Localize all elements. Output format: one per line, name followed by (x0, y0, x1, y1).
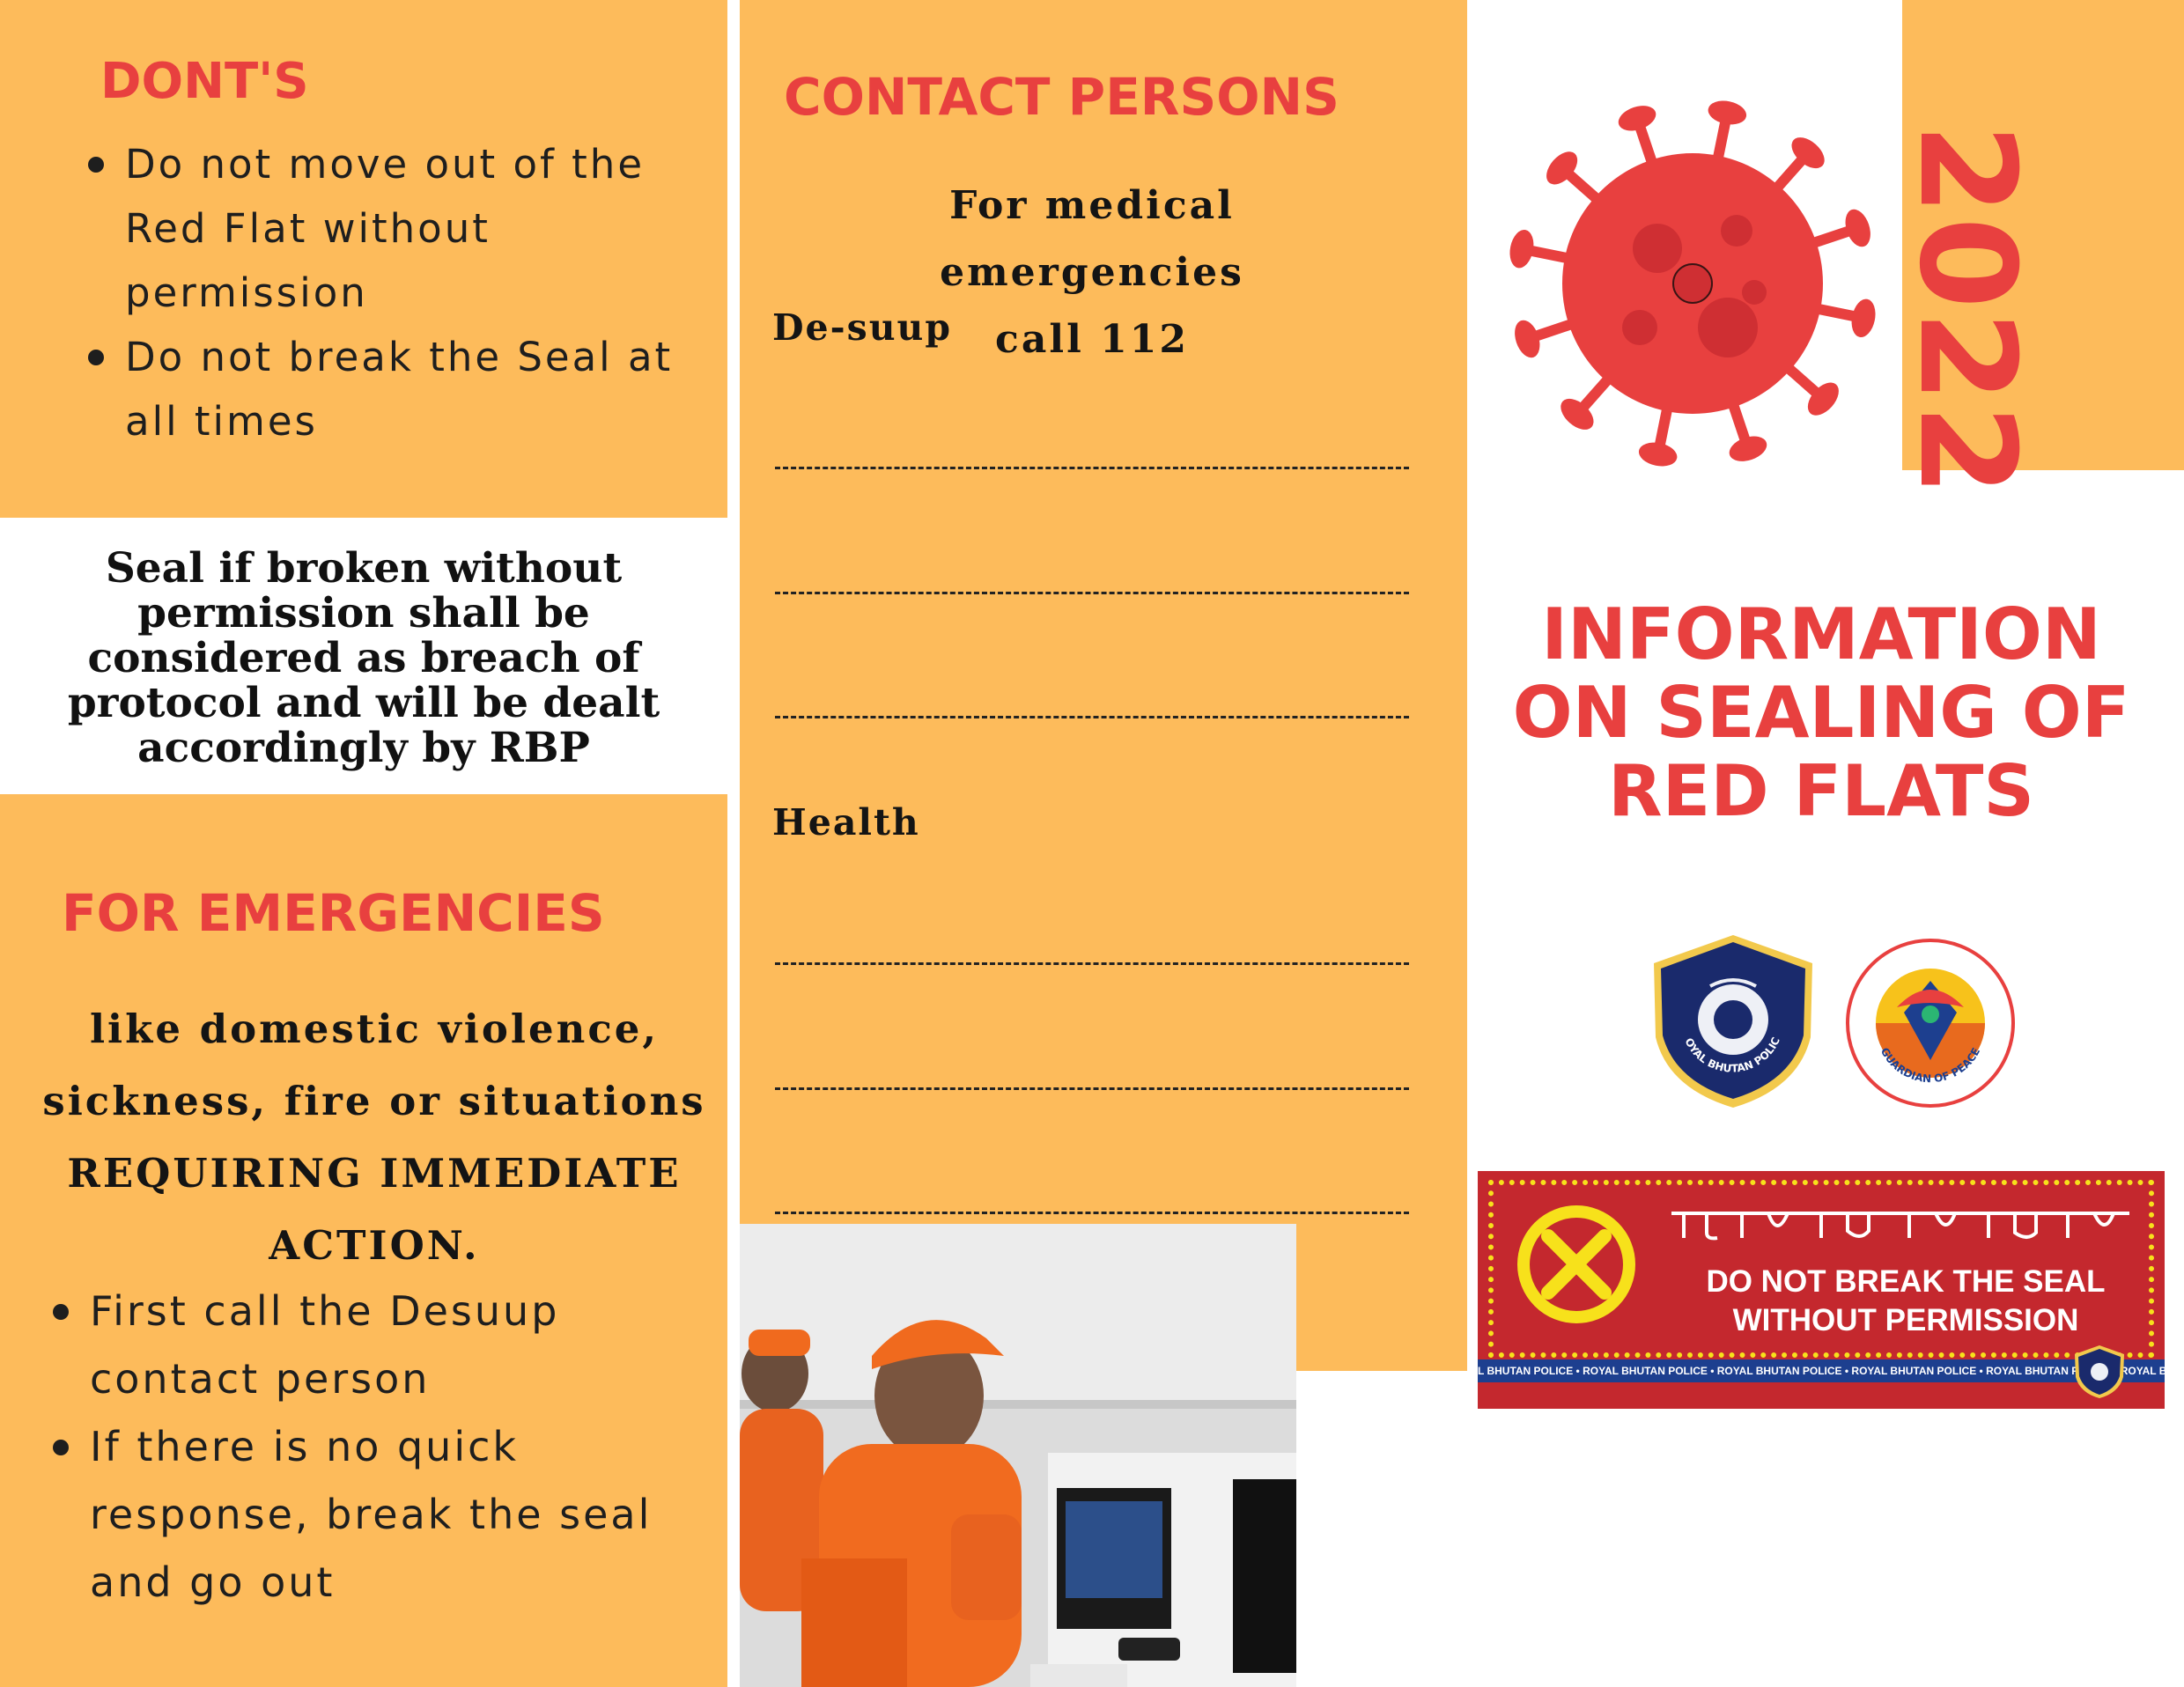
description-line: REQUIRING IMMEDIATE (67, 1150, 682, 1197)
contacts-panel (740, 0, 1467, 1371)
list-item-line: all times (125, 398, 318, 445)
donts-panel (0, 0, 727, 518)
virus-spot (1622, 310, 1657, 345)
virus-spike-tip (1851, 298, 1876, 338)
royal-bhutan-police-logo: ROYAL BHUTAN POLICE (1649, 932, 1812, 1108)
list-item: First call the Desuup contact person (48, 1278, 652, 1413)
virus-spike-tip (1845, 209, 1870, 247)
health-contact-line-2 (775, 1087, 1409, 1090)
virus-spike-tip (1618, 106, 1656, 131)
year-panel (1902, 0, 2184, 470)
health-label: Health (772, 801, 920, 844)
virus-spot (1633, 224, 1682, 273)
warning-line: protocol and will be dealt (67, 679, 660, 727)
list-item-line: Do not move out of the (125, 141, 646, 188)
virus-spike-tip (1546, 151, 1578, 185)
virus-spot (1721, 215, 1752, 247)
title-line: ON SEALING OF (1512, 672, 2130, 754)
virus-spot (1673, 264, 1712, 303)
guardian-of-peace-logo: GUARDIAN OF PEACE (1846, 939, 2015, 1108)
virus-spike-tip (1729, 436, 1767, 461)
emergencies-list: First call the Desuup contact person If … (48, 1278, 652, 1617)
virus-spot (1698, 298, 1758, 357)
emergencies-heading: FOR EMERGENCIES (62, 883, 605, 943)
medical-line: call 112 (995, 317, 1189, 362)
description-line: ACTION. (269, 1222, 480, 1269)
banner-line: DO NOT BREAK THE SEAL (1706, 1264, 2106, 1299)
medical-line: For medical emergencies (940, 183, 1244, 295)
description-line: like domestic violence, (89, 1006, 660, 1052)
seal-banner: DO NOT BREAK THE SEAL WITHOUT PERMISSION… (1478, 1171, 2165, 1409)
seal-warning: Seal if broken without permission shall … (0, 546, 727, 770)
desuup-contact-line-1 (775, 467, 1409, 469)
dzongkha-script-ornament (1671, 1212, 2129, 1241)
virus-spike-tip (1807, 382, 1839, 416)
virus-core-outline (1672, 263, 1713, 304)
banner-text: DO NOT BREAK THE SEAL WITHOUT PERMISSION (1642, 1263, 2165, 1340)
year-label: 2022 (1890, 123, 2043, 498)
list-item: Do not break the Seal at all times (83, 325, 673, 453)
emergencies-panel (0, 794, 727, 1687)
brochure-title: INFORMATION ON SEALING OF RED FLATS (1467, 595, 2175, 830)
virus-spike-tip (1791, 137, 1825, 169)
desuup-contact-line-2 (775, 592, 1409, 594)
description-line: sickness, fire or situations (42, 1078, 706, 1124)
list-item: If there is no quick response, break the… (48, 1413, 652, 1617)
banner-dotted-border (1488, 1180, 2154, 1358)
virus-spike-tip (1509, 229, 1534, 269)
ribbon-text: L BHUTAN POLICE • ROYAL BHUTAN POLICE • … (1478, 1365, 2165, 1377)
list-item: Do not move out of the Red Flat without … (83, 132, 673, 325)
list-item-line: Do not break the Seal at (125, 334, 674, 380)
donts-heading: DONT'S (100, 53, 309, 110)
list-item-line: Red Flat without (125, 205, 491, 252)
banner-line: WITHOUT PERMISSION (1732, 1303, 2079, 1337)
list-item-line: response, break the seal (90, 1491, 653, 1538)
medical-emergency-note: For medical emergencies call 112 (793, 173, 1391, 373)
virus-spot (1742, 280, 1767, 305)
contacts-heading: CONTACT PERSONS (784, 67, 1339, 127)
virus-spike-tip (1561, 398, 1594, 430)
list-item-line: permission (125, 269, 368, 316)
virus-spike-tip (1515, 320, 1540, 358)
virus-spike-tip (1638, 442, 1678, 467)
warning-line: permission shall be (137, 589, 590, 637)
banner-ribbon: L BHUTAN POLICE • ROYAL BHUTAN POLICE • … (1478, 1359, 2165, 1382)
warning-line: Seal if broken without (105, 544, 623, 593)
virus-illustration (1509, 100, 1876, 467)
health-contact-line-3 (775, 1212, 1409, 1214)
call-center-photo (740, 1224, 1296, 1687)
virus-spike-tip (1708, 100, 1747, 125)
rbp-badge-icon (2075, 1345, 2124, 1398)
health-contact-line-1 (775, 962, 1409, 965)
no-entry-x-icon (1517, 1205, 1635, 1323)
desuup-contact-line-3 (775, 716, 1409, 718)
donts-list: Do not move out of the Red Flat without … (83, 132, 673, 453)
title-line: RED FLATS (1607, 750, 2035, 832)
desuup-label: De-suup (772, 306, 953, 349)
emergencies-description: like domestic violence, sickness, fire o… (0, 993, 749, 1282)
warning-line: considered as breach of (87, 634, 640, 682)
list-item-line: If there is no quick (90, 1423, 520, 1470)
list-item-line: and go out (90, 1558, 336, 1606)
warning-line: accordingly by RBP (137, 724, 590, 772)
title-line: INFORMATION (1541, 593, 2101, 675)
list-item-line: contact person (90, 1355, 431, 1403)
list-item-line: First call the Desuup (90, 1287, 560, 1335)
